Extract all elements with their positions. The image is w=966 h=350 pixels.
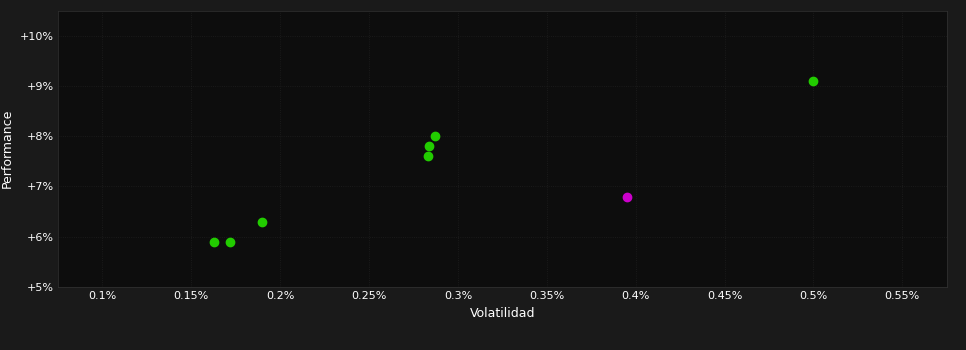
Point	[222, 239, 238, 245]
Point	[207, 239, 222, 245]
Point	[422, 144, 438, 149]
Point	[619, 194, 635, 199]
Point	[420, 154, 436, 159]
X-axis label: Volatilidad: Volatilidad	[469, 307, 535, 320]
Y-axis label: Performance: Performance	[1, 109, 14, 188]
Point	[427, 133, 442, 139]
Point	[255, 219, 270, 224]
Point	[806, 78, 821, 84]
